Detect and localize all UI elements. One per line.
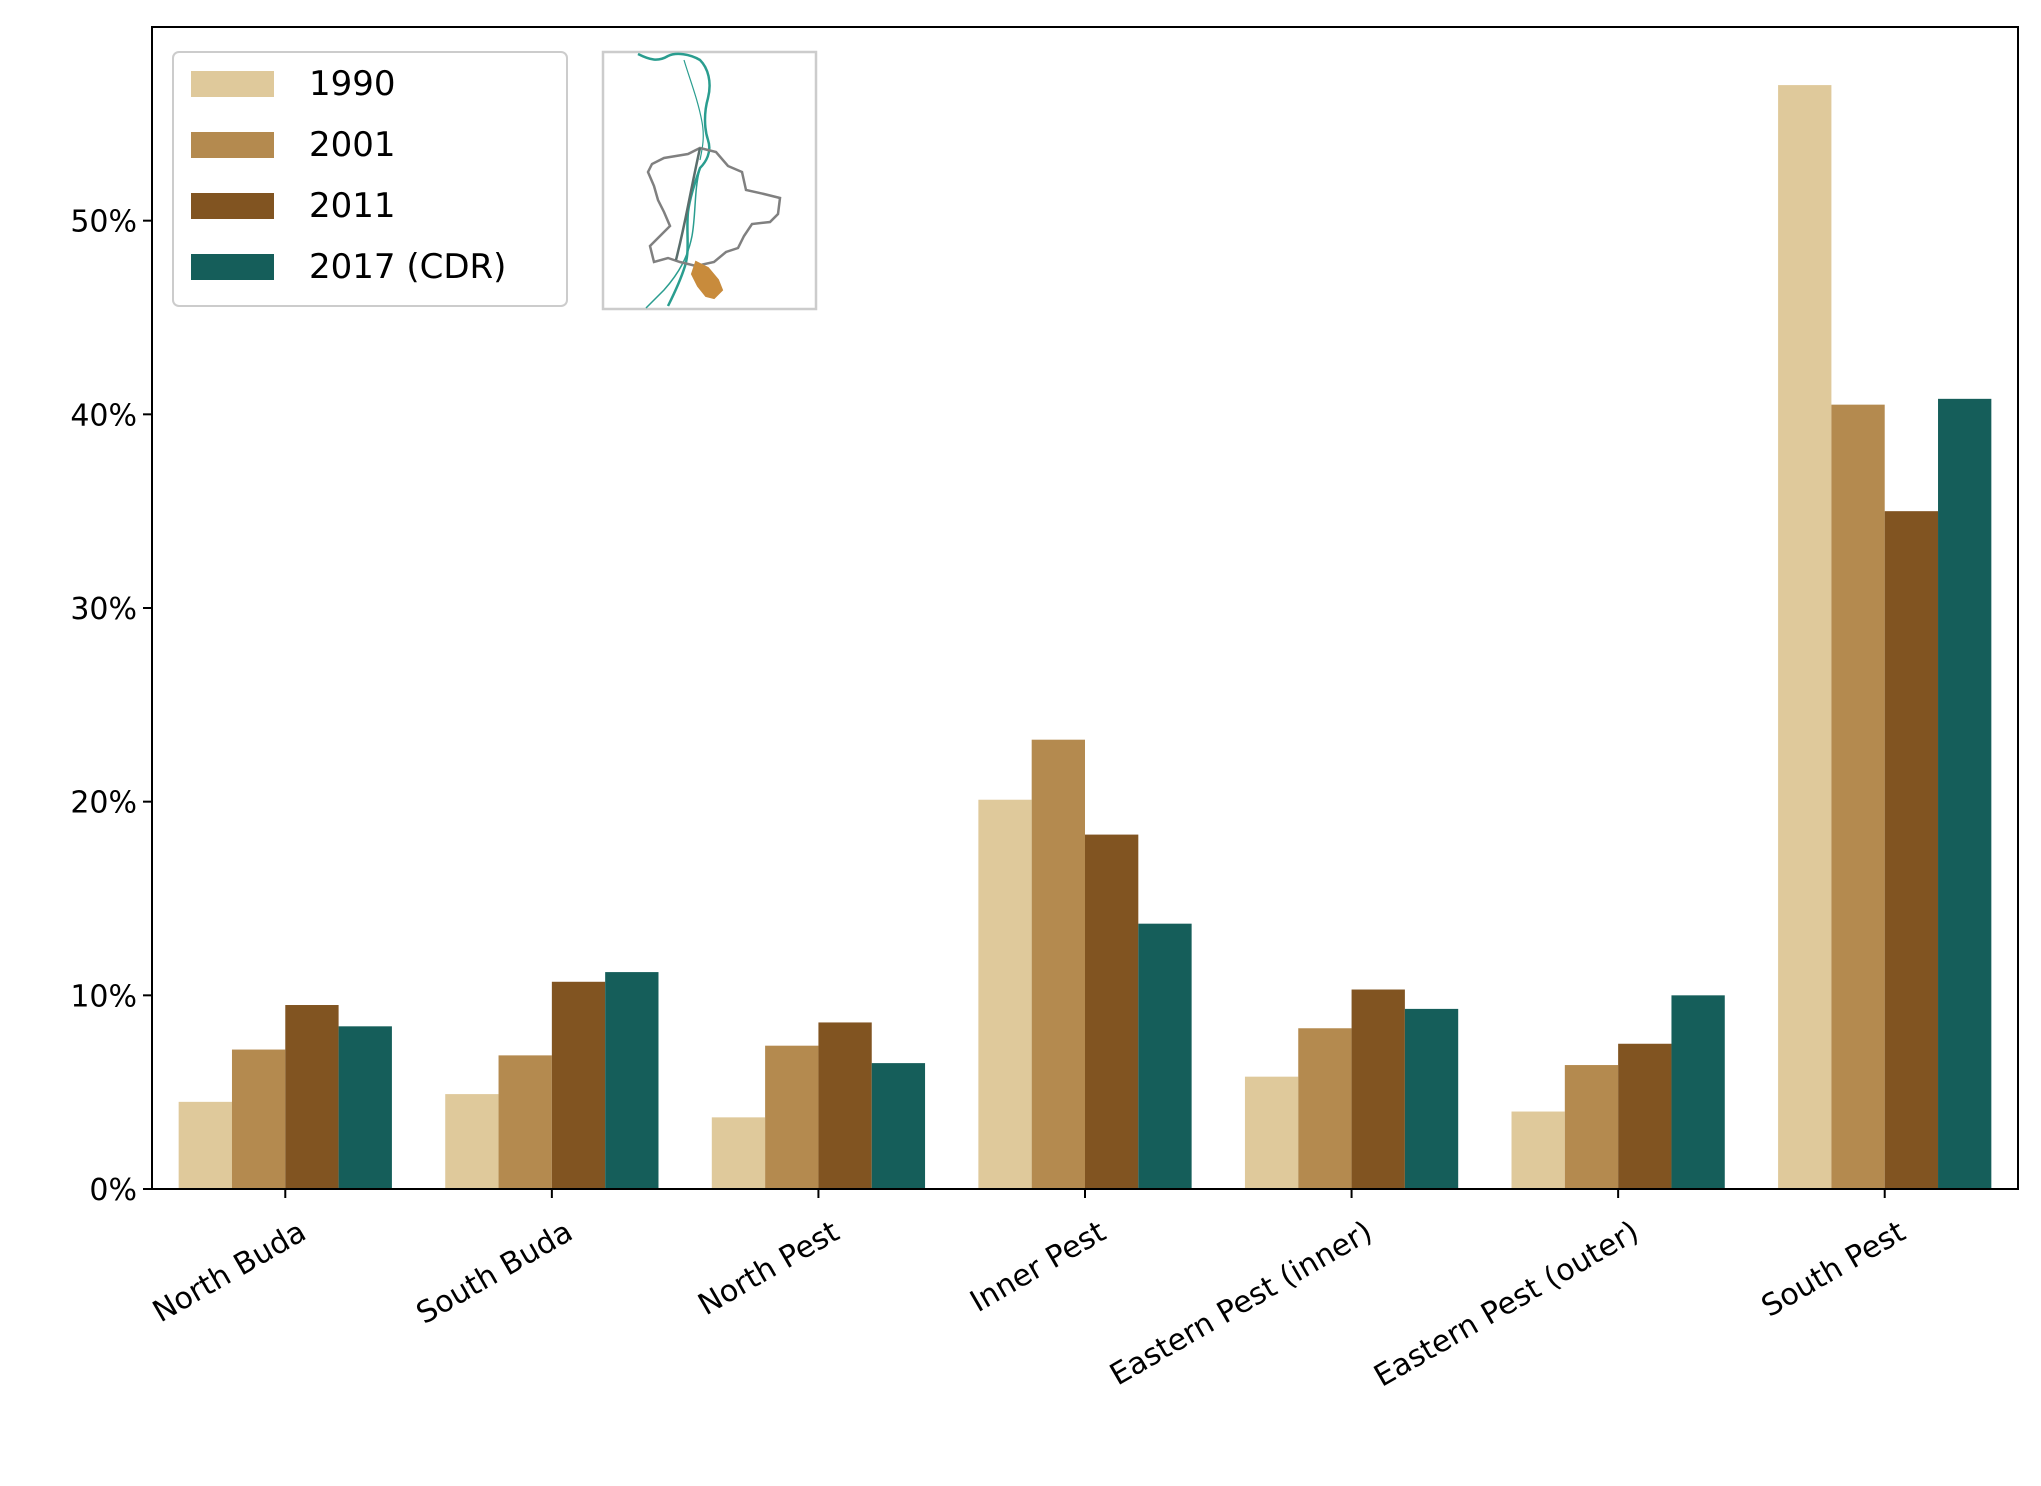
y-tick-label: 40% [70,398,137,433]
bar-1990-north-buda [178,1101,232,1189]
bar-2001-inner-pest [1031,739,1085,1189]
legend-swatch [191,254,274,280]
bar-2001-north-buda [231,1049,286,1189]
south-pest-highlight-icon [690,260,724,300]
bar-1990-south-buda [445,1094,499,1189]
legend-swatch [191,132,274,158]
bar-2001-north-pest [765,1045,819,1189]
legend-swatch [191,193,274,219]
bar-2001-south-pest [1831,404,1885,1189]
legend-label: 2017 (CDR) [309,247,506,287]
river-inner-branch-icon [683,59,704,161]
bar-2001-eastern-pest-outer- [1564,1065,1619,1189]
bar-1990-eastern-pest-inner- [1244,1076,1299,1189]
legend: 1990 2001 2011 2017 (CDR) [172,51,568,307]
bar-2011-south-pest [1884,511,1939,1190]
y-tick-label: 30% [70,592,137,627]
bar-2011-north-pest [818,1022,872,1189]
river-branch-icon [645,167,701,309]
legend-swatch [191,71,274,97]
bar-2017-cdr--north-pest [871,1063,926,1189]
bar-2011-eastern-pest-outer- [1618,1043,1672,1189]
bar-2017-cdr--south-pest [1938,398,1992,1190]
legend-label: 2011 [309,186,396,226]
y-axis: 0% 10% 20% 30% 40% 50% [70,205,152,1208]
y-tick-label: 20% [70,786,137,821]
legend-label: 2001 [309,125,396,165]
bar-1990-south-pest [1778,85,1832,1190]
legend-frame [172,51,568,307]
bar-2011-south-buda [551,981,606,1189]
bar-2017-cdr--north-buda [338,1026,392,1189]
city-boundary-icon [646,146,782,268]
bar-2011-inner-pest [1085,834,1139,1189]
y-tick-label: 10% [70,979,137,1014]
legend-label: 1990 [309,64,396,104]
bar-2001-eastern-pest-inner- [1298,1028,1352,1189]
budapest-map-icon [601,50,818,311]
bar-2017-cdr--eastern-pest-outer- [1671,995,1725,1189]
bar-2017-cdr--inner-pest [1138,923,1192,1189]
bar-2017-cdr--south-buda [605,972,659,1189]
y-tick-label: 50% [70,205,137,240]
danube-through-city-icon [674,147,702,261]
bar-2001-south-buda [498,1055,552,1189]
bars [178,85,1992,1190]
bar-2017-cdr--eastern-pest-inner- [1404,1008,1459,1189]
bar-2011-eastern-pest-inner- [1351,989,1405,1189]
bar-1990-north-pest [711,1117,766,1189]
bar-2011-north-buda [285,1005,339,1189]
bar-1990-inner-pest [978,799,1032,1189]
y-tick-label: 0% [89,1173,137,1208]
plot-frame [151,26,2019,1190]
bar-1990-eastern-pest-outer- [1511,1111,1565,1189]
